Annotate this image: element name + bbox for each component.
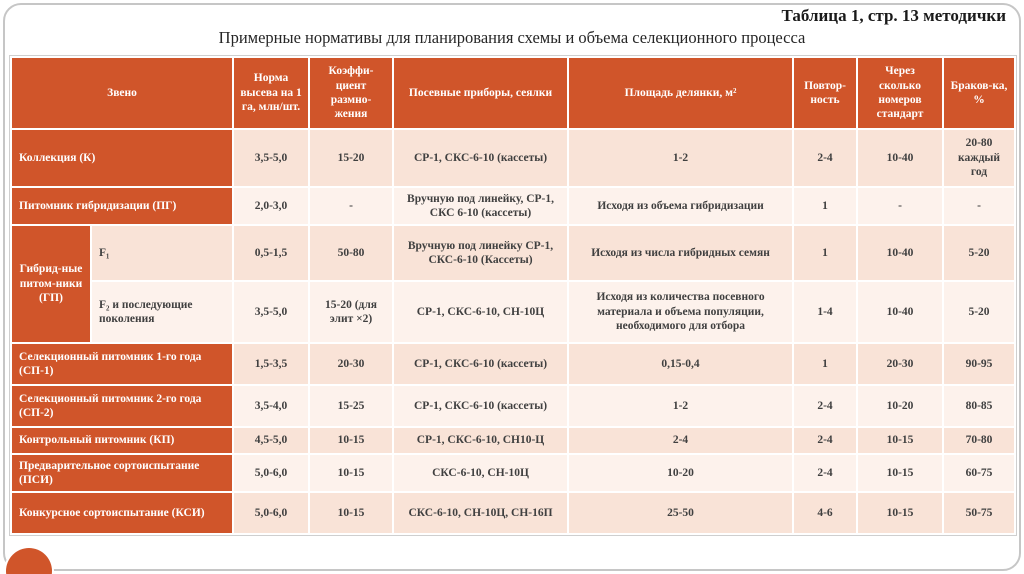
cell: СР-1, СКС-6-10 (кассеты) [392,384,570,428]
col-header-pribory: Посевные приборы, сеялки [392,56,570,130]
cell: Исходя из числа гибридных семян [567,224,795,282]
cell: 2-4 [792,128,859,188]
cell: 2-4 [792,453,859,493]
cell: 4-6 [792,491,859,535]
cell: 10-15 [308,453,395,493]
cell: 80-85 [942,384,1017,428]
cell: 0,5-1,5 [232,224,311,282]
slide-title: Примерные нормативы для планирования схе… [218,28,806,47]
cell: СР-1, СКС-6-10, СН-10Ц [392,280,570,344]
cell: 90-95 [942,342,1017,386]
row-label: Контрольный питомник (КП) [9,426,235,455]
cell: 2-4 [567,426,795,455]
cell: 1-2 [567,128,795,188]
cell: 1,5-3,5 [232,342,311,386]
cell: 10-15 [856,426,945,455]
cell: 5-20 [942,280,1017,344]
cell: СР-1, СКС-6-10, СН10-Ц [392,426,570,455]
header-row: Звено Норма высева на 1 га, млн/шт. Коэф… [9,56,1017,130]
cell: 20-80 каждый год [942,128,1017,188]
cell: 1 [792,342,859,386]
col-header-ploshad: Площадь делянки, м² [567,56,795,130]
cell: СР-1, СКС-6-10 (кассеты) [392,342,570,386]
cell: Исходя из количества посевного материала… [567,280,795,344]
col-header-povtornost: Повтор-ность [792,56,859,130]
row-label: Коллекция (К) [9,128,235,188]
cell: - [942,186,1017,226]
page-number-circle [6,548,52,574]
row-label: Селекционный питомник 2-го года (СП-2) [9,384,235,428]
table-row: Селекционный питомник 2-го года (СП-2) 3… [9,384,1017,428]
cell: - [308,186,395,226]
selection-norms-table: Звено Норма высева на 1 га, млн/шт. Коэф… [9,56,1017,535]
cell: 10-15 [308,426,395,455]
cell: 3,5-5,0 [232,128,311,188]
cell: 60-75 [942,453,1017,493]
col-header-norma-vyseva: Норма высева на 1 га, млн/шт. [232,56,311,130]
cell: 3,5-4,0 [232,384,311,428]
cell: 50-80 [308,224,395,282]
table-row: Контрольный питомник (КП) 4,5-5,0 10-15 … [9,426,1017,455]
cell: 0,15-0,4 [567,342,795,386]
cell: 15-20 [308,128,395,188]
table-row: Предварительное сортоиспытание (ПСИ) 5,0… [9,453,1017,493]
row-sublabel: F₁ [89,224,235,282]
cell: 15-25 [308,384,395,428]
col-header-cherez-skolko: Через сколько номеров стандарт [856,56,945,130]
cell: 10-15 [856,453,945,493]
cell: 10-20 [567,453,795,493]
cell: 5,0-6,0 [232,453,311,493]
cell: СР-1, СКС-6-10 (кассеты) [392,128,570,188]
cell: 25-50 [567,491,795,535]
col-header-koefficient: Коэффи-циент размно-жения [308,56,395,130]
cell: 2,0-3,0 [232,186,311,226]
col-header-brakovka: Браков-ка, % [942,56,1017,130]
cell: 70-80 [942,426,1017,455]
cell: - [856,186,945,226]
row-group-label: Гибрид-ные питом-ники (ГП) [10,224,92,344]
cell: 50-75 [942,491,1017,535]
cell: 10-20 [856,384,945,428]
row-label: Предварительное сортоиспытание (ПСИ) [9,453,235,493]
cell: СКС-6-10, СН-10Ц [392,453,570,493]
cell: 2-4 [792,426,859,455]
cell: 2-4 [792,384,859,428]
row-label: Питомник гибридизации (ПГ) [9,186,235,226]
cell: 1-4 [792,280,859,344]
cell: 4,5-5,0 [232,426,311,455]
cell: 5,0-6,0 [232,491,311,535]
table-row: Конкурсное сортоиспытание (КСИ) 5,0-6,0 … [9,491,1017,535]
cell: 3,5-5,0 [232,280,311,344]
cell: 20-30 [856,342,945,386]
cell: Вручную под линейку СР-1, СКС-6-10 (Касс… [392,224,570,282]
table-row: Коллекция (К) 3,5-5,0 15-20 СР-1, СКС-6-… [9,128,1017,188]
table-row: Питомник гибридизации (ПГ) 2,0-3,0 - Вру… [9,186,1017,226]
cell: 5-20 [942,224,1017,282]
cell: 20-30 [308,342,395,386]
table-row: Гибрид-ные питом-ники (ГП) F₁ 0,5-1,5 50… [10,224,1017,344]
cell: 1 [792,186,859,226]
cell: Исходя из объема гибридизации [567,186,795,226]
cell: 1-2 [567,384,795,428]
table-row: Селекционный питомник 1-го года (СП-1) 1… [9,342,1017,386]
cell: 10-40 [856,280,945,344]
cell: Вручную под линейку, СР-1, СКС 6-10 (кас… [392,186,570,226]
cell: 10-15 [308,491,395,535]
table-caption: Таблица 1, стр. 13 методички [781,6,1006,25]
row-sublabel: F₂ и последующие поколения [89,280,235,344]
cell: СКС-6-10, СН-10Ц, СН-16П [392,491,570,535]
row-label: Конкурсное сортоиспытание (КСИ) [9,491,235,535]
cell: 10-15 [856,491,945,535]
cell: 10-40 [856,224,945,282]
cell: 1 [792,224,859,282]
col-header-zveno: Звено [9,56,235,130]
row-label: Селекционный питомник 1-го года (СП-1) [9,342,235,386]
cell: 15-20 (для элит ×2) [308,280,395,344]
table-row: F₂ и последующие поколения 3,5-5,0 15-20… [11,280,1017,344]
cell: 10-40 [856,128,945,188]
